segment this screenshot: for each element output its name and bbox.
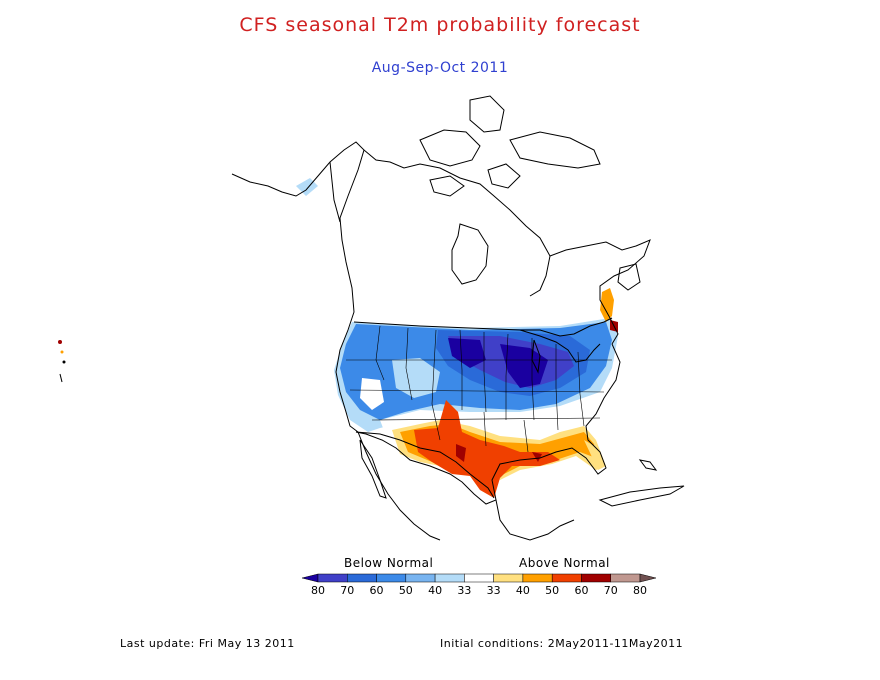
map-subtitle: Aug-Sep-Oct 2011 xyxy=(371,60,509,76)
legend-tick-label: 40 xyxy=(515,584,530,597)
us-east-coast xyxy=(355,343,621,505)
legend-tick-label: 33 xyxy=(486,584,501,597)
legend-above-label: Above Normal xyxy=(519,556,610,570)
baja xyxy=(359,439,387,499)
lake-michigan xyxy=(531,339,541,374)
deep-indigo-core-2 xyxy=(500,344,548,388)
dark-red-spot-2 xyxy=(532,452,542,462)
last-update-text: Last update: Fri May 13 2011 xyxy=(120,637,295,650)
alaska-light-blue xyxy=(296,178,318,196)
legend-tick-label: 40 xyxy=(428,584,443,597)
deep-indigo-core-1 xyxy=(448,338,486,368)
colorbar-segment xyxy=(434,573,465,583)
colorbar-segment xyxy=(551,573,582,583)
colorbar-segment xyxy=(317,573,348,583)
map-title: CFS seasonal T2m probability forecast xyxy=(239,14,641,36)
mexico-coast-west xyxy=(357,431,441,541)
white-gap-west xyxy=(392,358,440,398)
northeast-orange xyxy=(600,288,614,322)
colorbar-segment xyxy=(347,573,377,583)
cuba xyxy=(598,485,685,507)
great-lakes xyxy=(519,329,601,363)
legend-tick-label: 50 xyxy=(398,584,413,597)
state-boundaries xyxy=(346,325,612,453)
alaska-coast xyxy=(231,141,365,433)
initial-conditions-text: Initial conditions: 2May2011-11May2011 xyxy=(440,637,684,650)
coastlines xyxy=(231,95,685,541)
colorbar-segment xyxy=(464,573,494,583)
labrador-coast xyxy=(549,239,651,345)
pacific-islands xyxy=(58,340,66,383)
colorbar-segment xyxy=(581,573,611,583)
white-gap-sw xyxy=(360,378,384,410)
arctic-island-5 xyxy=(487,163,521,189)
bahamas xyxy=(638,459,658,471)
legend-tick-label: 60 xyxy=(574,584,589,597)
colorbar-segment xyxy=(405,573,436,583)
arctic-island-1 xyxy=(419,129,481,167)
arctic-island-4 xyxy=(429,175,465,197)
legend-tick-label: 50 xyxy=(545,584,560,597)
legend-tick-label: 70 xyxy=(603,584,618,597)
colorbar-segment xyxy=(522,573,553,583)
colorbar-segment xyxy=(376,573,407,583)
newfoundland xyxy=(617,263,641,291)
hudson-bay xyxy=(451,223,489,285)
canada-north-coast xyxy=(363,149,551,297)
red-region xyxy=(414,400,560,498)
colorbar-segment xyxy=(493,573,524,583)
florida-yellow xyxy=(584,440,606,470)
alaska-border xyxy=(329,161,341,223)
legend-tick-label: 33 xyxy=(457,584,472,597)
colorbar-arrow-left xyxy=(301,573,319,583)
us-mexico-border xyxy=(355,431,495,499)
colorbar-segment xyxy=(610,573,641,583)
mexico-coast-east xyxy=(495,499,575,541)
legend-tick-label: 70 xyxy=(340,584,355,597)
colorbar-arrow-right xyxy=(639,573,657,583)
probability-shading xyxy=(296,178,618,498)
arctic-island-3 xyxy=(509,131,601,169)
dark-red-spot xyxy=(456,444,466,462)
legend-tick-label: 80 xyxy=(633,584,647,597)
legend-tick-label: 60 xyxy=(369,584,384,597)
legend-below-label: Below Normal xyxy=(344,556,434,570)
legend-tick-label: 80 xyxy=(311,584,325,597)
us-canada-border xyxy=(353,317,613,337)
arctic-island-2 xyxy=(469,95,505,133)
legend-colorbar xyxy=(301,573,657,583)
